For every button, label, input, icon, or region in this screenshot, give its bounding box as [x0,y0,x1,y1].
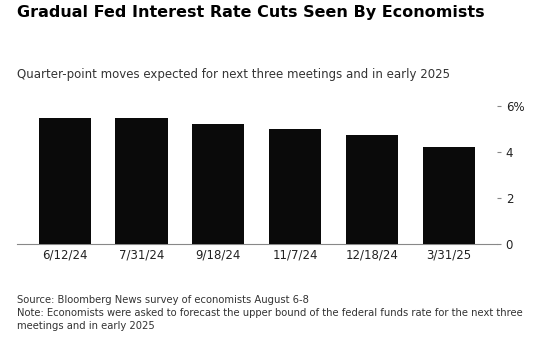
Text: Source: Bloomberg News survey of economists August 6-8
Note: Economists were ask: Source: Bloomberg News survey of economi… [17,295,522,331]
Bar [192,124,244,244]
Bar [269,129,321,244]
Text: Gradual Fed Interest Rate Cuts Seen By Economists: Gradual Fed Interest Rate Cuts Seen By E… [17,5,484,20]
Bar [39,118,91,244]
Bar [422,146,475,244]
Bar [116,118,167,244]
Bar [346,135,398,244]
Text: Quarter-point moves expected for next three meetings and in early 2025: Quarter-point moves expected for next th… [17,68,450,81]
